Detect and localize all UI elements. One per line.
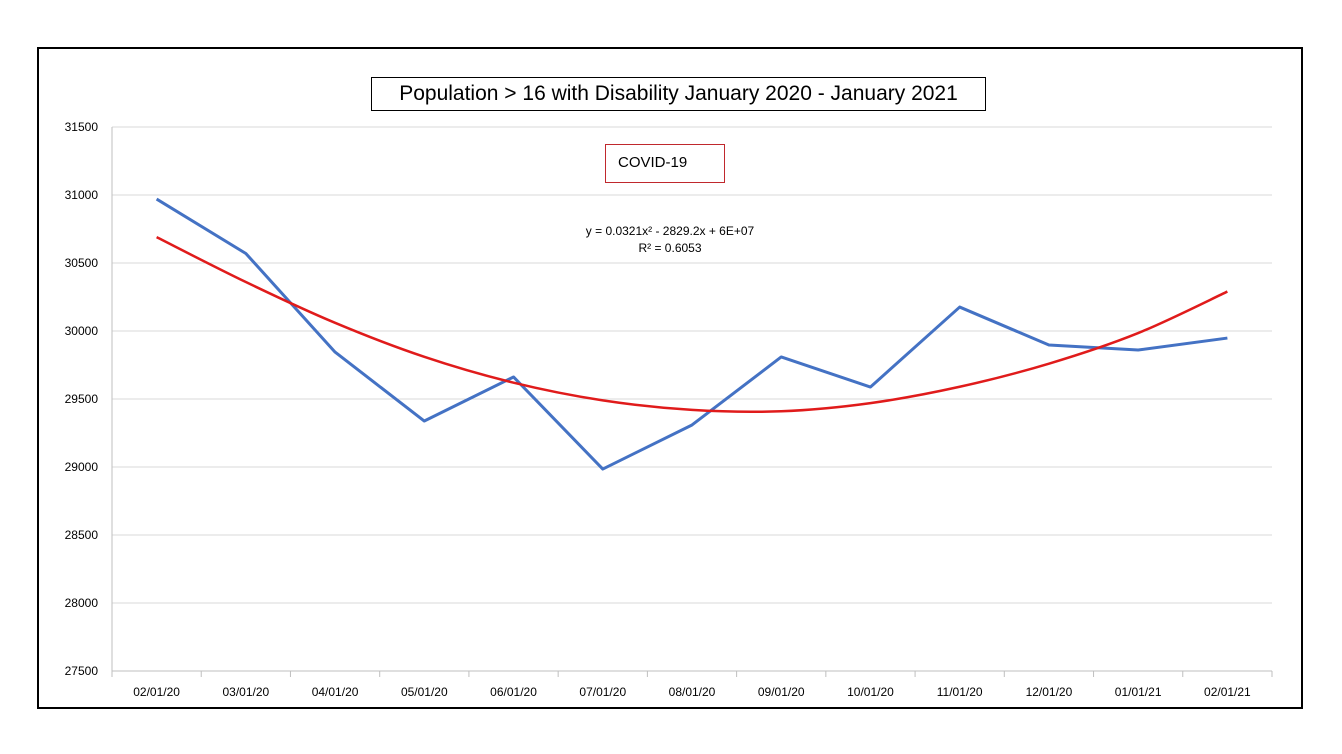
covid-annotation: COVID-19 [605,144,725,183]
x-tick-label: 05/01/20 [401,685,448,699]
x-tick-label: 03/01/20 [222,685,269,699]
y-tick-label: 29000 [65,460,99,474]
series-line-population [155,197,1228,471]
x-tick-label: 10/01/20 [847,685,894,699]
trendline-equation: y = 0.0321x² - 2829.2x + 6E+07 [585,224,755,238]
x-tick-label: 02/01/20 [133,685,180,699]
chart-title: Population > 16 with Disability January … [371,77,986,111]
chart-frame [37,47,1303,709]
x-tick-label: 11/01/20 [937,685,983,699]
x-tick-label: 06/01/20 [490,685,537,699]
trendline [156,236,1228,414]
x-tick-label: 07/01/20 [579,685,626,699]
y-tick-label: 30500 [65,256,99,270]
x-tick-label: 01/01/21 [1115,685,1162,699]
y-tick-label: 31000 [65,188,99,202]
x-tick-label: 02/01/21 [1204,685,1251,699]
trendline-r2: R² = 0.6053 [638,241,702,255]
x-tick-label: 09/01/20 [758,685,805,699]
x-tick-label: 12/01/20 [1026,685,1073,699]
x-tick-label: 08/01/20 [669,685,716,699]
y-tick-label: 30000 [65,324,99,338]
y-tick-label: 29500 [65,392,99,406]
y-tick-label: 27500 [65,664,99,678]
x-tick-label: 04/01/20 [312,685,359,699]
y-tick-label: 28500 [65,528,99,542]
y-tick-label: 31500 [65,120,99,134]
y-tick-label: 28000 [65,596,99,610]
